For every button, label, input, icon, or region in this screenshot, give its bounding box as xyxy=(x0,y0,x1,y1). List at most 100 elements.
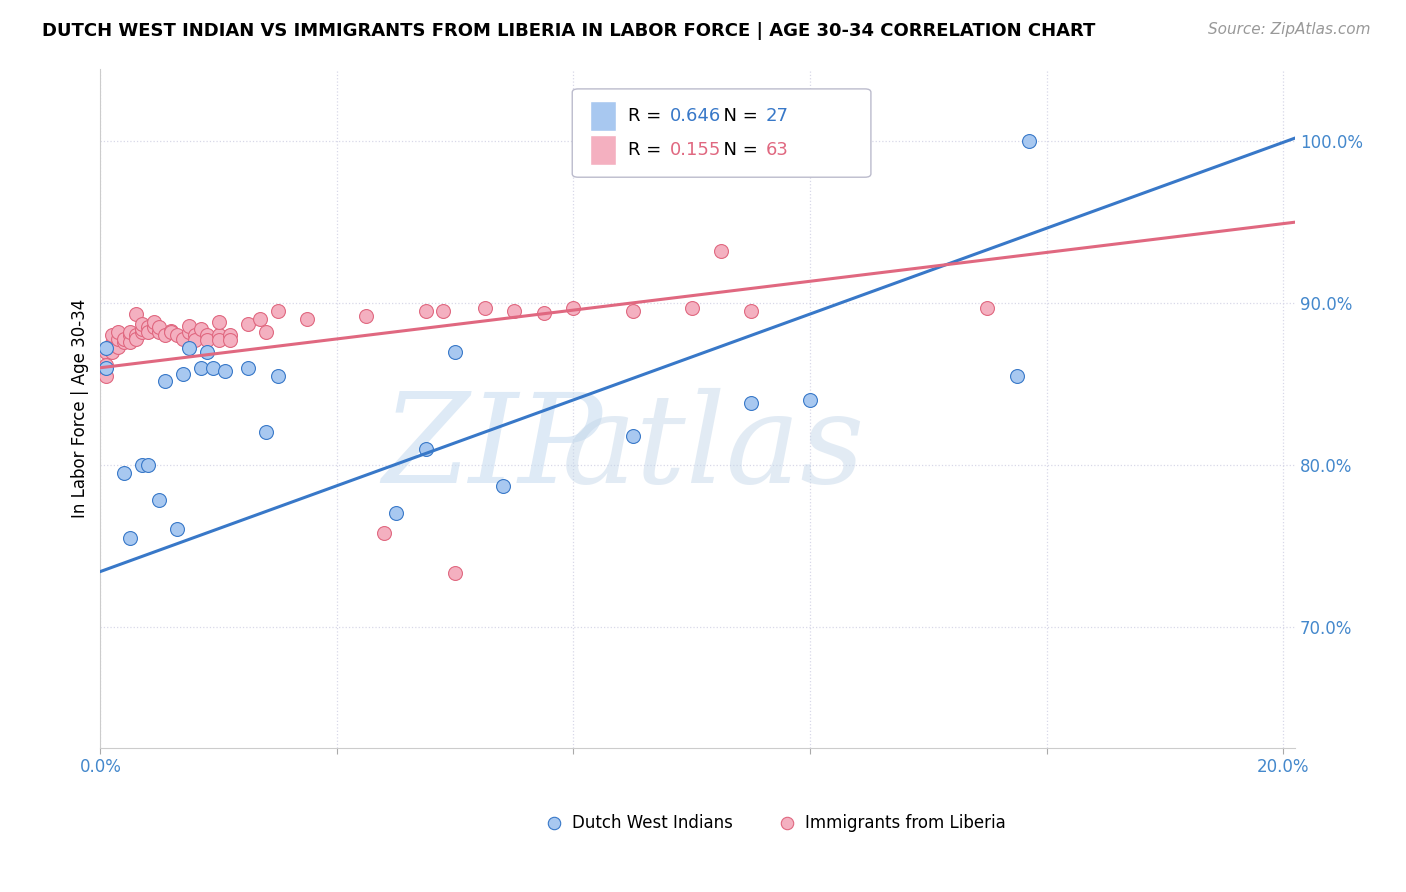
Point xyxy=(1018,134,1040,148)
Point xyxy=(208,328,231,343)
Point xyxy=(177,318,200,333)
Bar xyxy=(591,101,616,131)
Point xyxy=(621,304,644,318)
FancyBboxPatch shape xyxy=(572,89,870,178)
Text: N =: N = xyxy=(711,107,763,125)
Point xyxy=(112,332,135,346)
Point xyxy=(491,479,513,493)
Point xyxy=(195,333,218,347)
Point xyxy=(238,360,260,375)
Point xyxy=(131,317,153,331)
Text: R =: R = xyxy=(628,107,668,125)
Point xyxy=(107,332,129,346)
Point xyxy=(160,325,183,339)
Point xyxy=(96,358,118,372)
Point xyxy=(125,328,148,343)
Point xyxy=(415,304,437,318)
Point xyxy=(503,304,526,318)
Point xyxy=(148,320,170,334)
Point xyxy=(356,309,378,323)
Point xyxy=(118,328,141,343)
Point xyxy=(142,320,165,334)
Point xyxy=(190,360,212,375)
Point xyxy=(195,328,218,343)
Point xyxy=(219,333,242,347)
Point xyxy=(254,325,277,339)
Point xyxy=(474,301,496,315)
Point xyxy=(112,334,135,349)
Point xyxy=(444,344,467,359)
Point xyxy=(160,324,183,338)
Point xyxy=(148,325,170,339)
Point xyxy=(118,325,141,339)
Text: 0.155: 0.155 xyxy=(671,141,721,159)
Point xyxy=(533,306,555,320)
Point xyxy=(1005,368,1028,383)
Point xyxy=(254,425,277,440)
Point xyxy=(112,466,135,480)
Point xyxy=(96,360,118,375)
Point xyxy=(107,325,129,339)
Point xyxy=(101,344,124,359)
Point xyxy=(976,301,998,315)
Point xyxy=(155,374,177,388)
Text: Immigrants from Liberia: Immigrants from Liberia xyxy=(806,814,1005,831)
Point xyxy=(155,328,177,343)
Point xyxy=(142,316,165,330)
Point xyxy=(125,332,148,346)
Point xyxy=(208,333,231,347)
Text: Source: ZipAtlas.com: Source: ZipAtlas.com xyxy=(1208,22,1371,37)
Point xyxy=(740,304,762,318)
Point xyxy=(184,333,207,347)
Point xyxy=(177,325,200,339)
Point xyxy=(297,312,319,326)
Point xyxy=(267,304,290,318)
Point xyxy=(740,396,762,410)
Point xyxy=(214,364,236,378)
Point xyxy=(172,368,194,382)
Point xyxy=(681,301,703,315)
Point xyxy=(136,325,159,339)
Point xyxy=(131,458,153,472)
Point xyxy=(190,322,212,336)
Text: 63: 63 xyxy=(766,141,789,159)
Point xyxy=(249,312,271,326)
Point xyxy=(96,342,118,356)
Point xyxy=(96,368,118,383)
Point xyxy=(238,317,260,331)
Point xyxy=(172,332,194,346)
Point xyxy=(131,325,153,339)
Point xyxy=(166,328,188,343)
Text: R =: R = xyxy=(628,141,668,159)
Point xyxy=(432,304,454,318)
Point xyxy=(562,301,585,315)
Point xyxy=(136,320,159,334)
Text: N =: N = xyxy=(711,141,763,159)
Point xyxy=(444,566,467,581)
Point xyxy=(118,334,141,349)
Point xyxy=(101,336,124,351)
Point xyxy=(799,393,821,408)
Point xyxy=(219,328,242,343)
Point xyxy=(385,506,408,520)
Y-axis label: In Labor Force | Age 30-34: In Labor Force | Age 30-34 xyxy=(72,299,89,518)
Point xyxy=(177,342,200,356)
Point xyxy=(118,531,141,545)
Text: DUTCH WEST INDIAN VS IMMIGRANTS FROM LIBERIA IN LABOR FORCE | AGE 30-34 CORRELAT: DUTCH WEST INDIAN VS IMMIGRANTS FROM LIB… xyxy=(42,22,1095,40)
Point xyxy=(96,344,118,359)
Point xyxy=(201,360,224,375)
Text: atlas: atlas xyxy=(561,388,865,509)
Text: 0.646: 0.646 xyxy=(671,107,721,125)
Bar xyxy=(591,135,616,165)
Point xyxy=(184,328,207,343)
Point xyxy=(101,328,124,343)
Point xyxy=(131,322,153,336)
Point xyxy=(136,458,159,472)
Point xyxy=(166,523,188,537)
Point xyxy=(107,340,129,354)
Text: 27: 27 xyxy=(766,107,789,125)
Point xyxy=(710,244,733,259)
Point xyxy=(621,428,644,442)
Point xyxy=(125,307,148,321)
Point xyxy=(195,344,218,359)
